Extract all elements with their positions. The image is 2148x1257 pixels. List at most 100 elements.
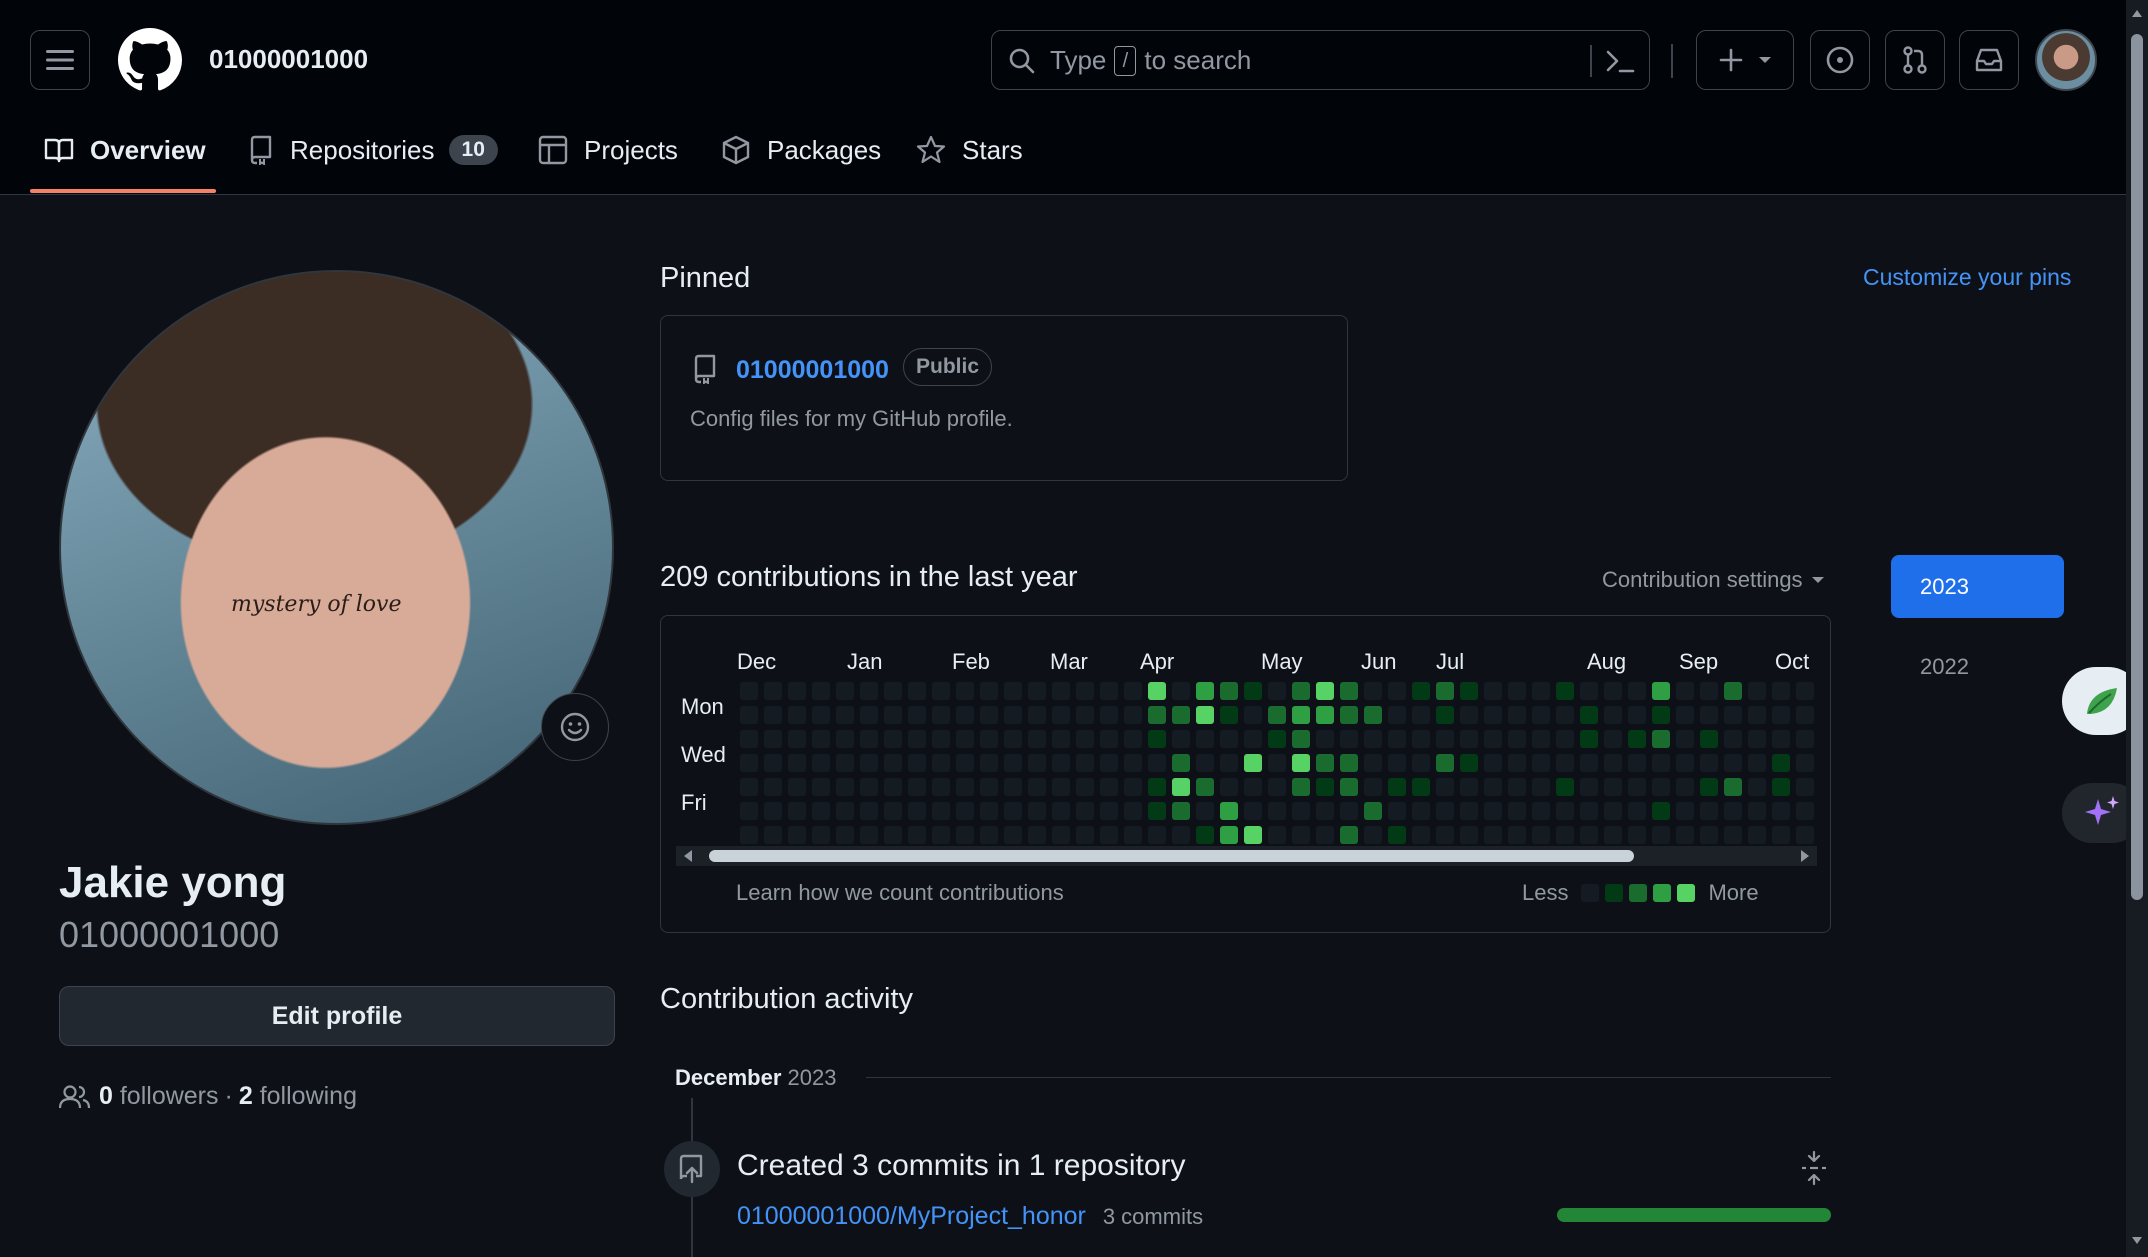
contribution-day[interactable]: [1556, 706, 1574, 724]
contribution-day[interactable]: [1364, 730, 1382, 748]
contribution-day[interactable]: [1268, 682, 1286, 700]
contribution-day[interactable]: [1244, 754, 1262, 772]
header-username[interactable]: 01000001000: [209, 44, 369, 74]
contribution-day[interactable]: [1292, 826, 1310, 844]
contribution-day[interactable]: [1172, 706, 1190, 724]
contribution-day[interactable]: [1772, 826, 1790, 844]
contribution-settings-button[interactable]: Contribution settings: [1602, 567, 1825, 593]
contribution-day[interactable]: [1460, 778, 1478, 796]
contribution-day[interactable]: [1052, 706, 1070, 724]
contribution-day[interactable]: [1076, 754, 1094, 772]
contribution-day[interactable]: [884, 754, 902, 772]
contribution-day[interactable]: [1796, 802, 1814, 820]
contribution-day[interactable]: [1172, 826, 1190, 844]
contribution-day[interactable]: [908, 826, 926, 844]
contribution-day[interactable]: [1340, 730, 1358, 748]
contribution-day[interactable]: [1340, 682, 1358, 700]
contribution-day[interactable]: [740, 778, 758, 796]
contribution-day[interactable]: [1556, 802, 1574, 820]
contribution-day[interactable]: [908, 682, 926, 700]
contribution-day[interactable]: [932, 730, 950, 748]
contribution-day[interactable]: [1508, 682, 1526, 700]
contribution-day[interactable]: [1052, 682, 1070, 700]
contribution-day[interactable]: [1268, 802, 1286, 820]
contribution-day[interactable]: [860, 754, 878, 772]
contribution-day[interactable]: [932, 826, 950, 844]
contribution-day[interactable]: [836, 802, 854, 820]
contribution-day[interactable]: [1676, 802, 1694, 820]
contribution-day[interactable]: [1532, 754, 1550, 772]
contribution-day[interactable]: [1580, 778, 1598, 796]
contribution-day[interactable]: [1028, 778, 1046, 796]
contribution-day[interactable]: [860, 778, 878, 796]
contribution-day[interactable]: [1388, 706, 1406, 724]
contribution-day[interactable]: [1748, 730, 1766, 748]
contribution-day[interactable]: [1364, 802, 1382, 820]
contribution-day[interactable]: [1604, 706, 1622, 724]
contribution-day[interactable]: [980, 730, 998, 748]
contribution-day[interactable]: [1340, 706, 1358, 724]
pull-requests-button[interactable]: [1885, 30, 1945, 90]
contribution-day[interactable]: [1556, 730, 1574, 748]
contribution-day[interactable]: [1364, 778, 1382, 796]
pinned-repo-name[interactable]: 01000001000: [736, 356, 889, 384]
contribution-day[interactable]: [1676, 682, 1694, 700]
contribution-day[interactable]: [1388, 802, 1406, 820]
menu-button[interactable]: [30, 30, 90, 90]
contribution-day[interactable]: [1316, 826, 1334, 844]
contribution-day[interactable]: [788, 706, 806, 724]
contribution-day[interactable]: [1268, 730, 1286, 748]
contribution-day[interactable]: [1052, 802, 1070, 820]
contribution-day[interactable]: [1124, 802, 1142, 820]
contribution-day[interactable]: [1004, 778, 1022, 796]
contribution-day[interactable]: [1700, 730, 1718, 748]
tab-repositories[interactable]: Repositories 10: [248, 122, 498, 178]
contribution-day[interactable]: [740, 802, 758, 820]
contribution-day[interactable]: [1748, 826, 1766, 844]
contribution-day[interactable]: [1556, 826, 1574, 844]
contribution-day[interactable]: [1700, 802, 1718, 820]
contribution-day[interactable]: [1772, 706, 1790, 724]
contribution-day[interactable]: [1004, 706, 1022, 724]
contribution-day[interactable]: [836, 706, 854, 724]
contribution-day[interactable]: [1340, 826, 1358, 844]
contribution-day[interactable]: [1148, 706, 1166, 724]
contribution-day[interactable]: [1676, 706, 1694, 724]
contribution-day[interactable]: [956, 730, 974, 748]
contribution-day[interactable]: [1652, 778, 1670, 796]
edit-profile-button[interactable]: Edit profile: [59, 986, 615, 1046]
contribution-day[interactable]: [1028, 826, 1046, 844]
contribution-day[interactable]: [836, 730, 854, 748]
contribution-day[interactable]: [1244, 826, 1262, 844]
contribution-day[interactable]: [1436, 826, 1454, 844]
tab-overview[interactable]: Overview: [44, 122, 206, 178]
contribution-day[interactable]: [1508, 730, 1526, 748]
calendar-scroll-thumb[interactable]: [709, 850, 1634, 862]
contribution-day[interactable]: [1484, 826, 1502, 844]
contribution-day[interactable]: [1652, 754, 1670, 772]
commit-count[interactable]: 3 commits: [1102, 1204, 1204, 1229]
contribution-day[interactable]: [1748, 754, 1766, 772]
contribution-day[interactable]: [1220, 706, 1238, 724]
contribution-day[interactable]: [1004, 682, 1022, 700]
contribution-day[interactable]: [1580, 802, 1598, 820]
contribution-day[interactable]: [1532, 802, 1550, 820]
contribution-day[interactable]: [812, 706, 830, 724]
contribution-day[interactable]: [764, 778, 782, 796]
contribution-day[interactable]: [1652, 706, 1670, 724]
page-scroll-thumb[interactable]: [2131, 34, 2143, 900]
contribution-day[interactable]: [1676, 754, 1694, 772]
contribution-day[interactable]: [1436, 778, 1454, 796]
contribution-day[interactable]: [788, 778, 806, 796]
contribution-day[interactable]: [1604, 802, 1622, 820]
contribution-day[interactable]: [980, 826, 998, 844]
contribution-day[interactable]: [1172, 682, 1190, 700]
contribution-day[interactable]: [1292, 730, 1310, 748]
contribution-day[interactable]: [788, 802, 806, 820]
contribution-day[interactable]: [740, 730, 758, 748]
contribution-day[interactable]: [1580, 706, 1598, 724]
contribution-day[interactable]: [1196, 682, 1214, 700]
contribution-day[interactable]: [932, 802, 950, 820]
contribution-day[interactable]: [980, 682, 998, 700]
contribution-day[interactable]: [1148, 802, 1166, 820]
